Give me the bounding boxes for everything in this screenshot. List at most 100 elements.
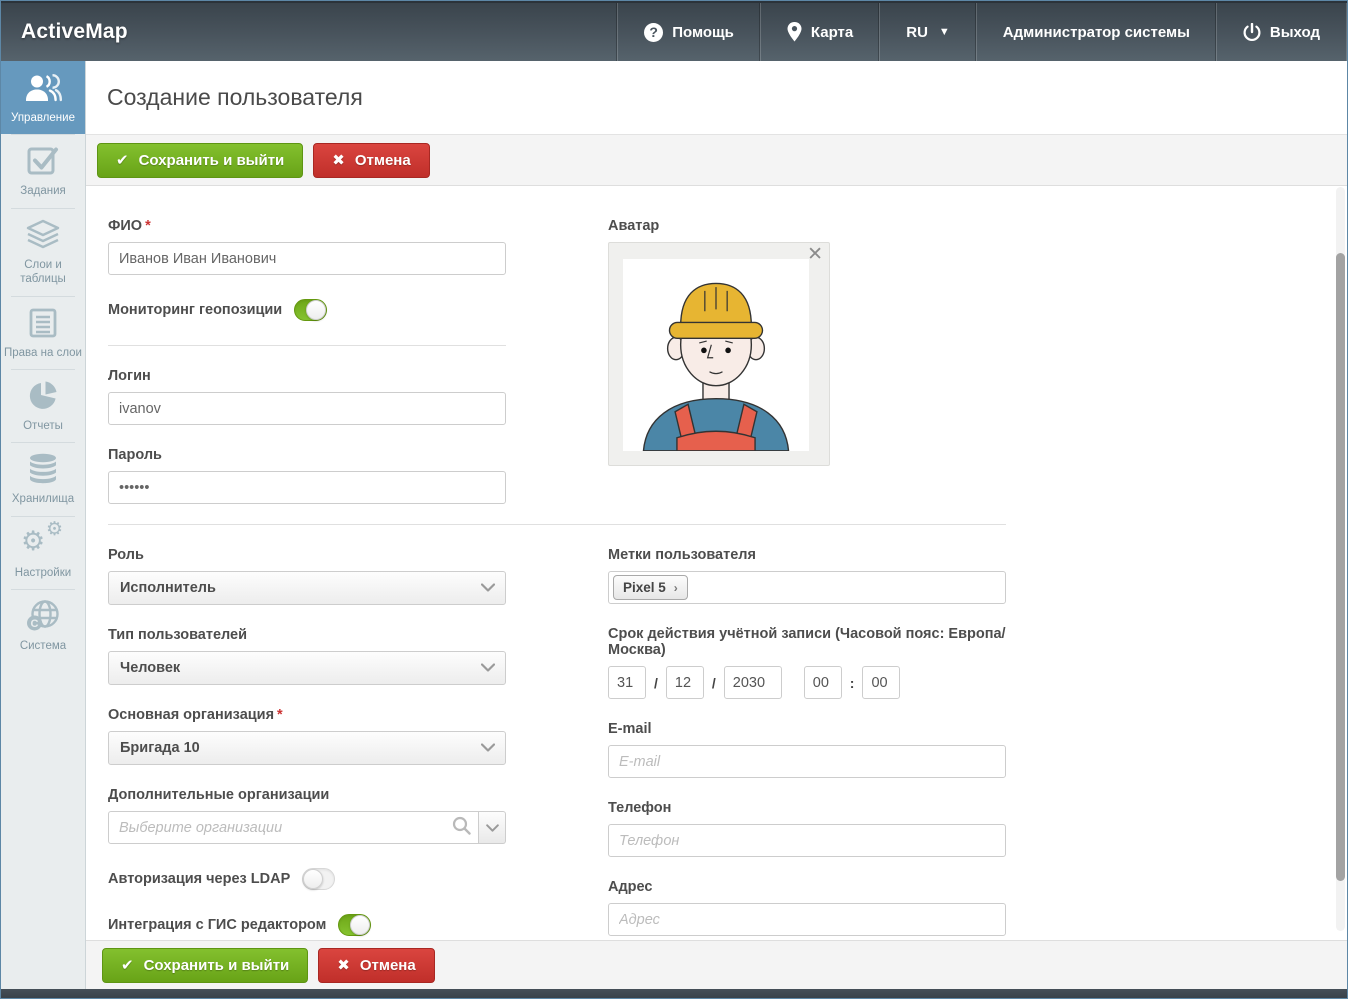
sidebar-item-storage[interactable]: Хранилища: [1, 442, 85, 515]
sidebar-item-label: Слои и таблицы: [20, 258, 66, 286]
section-divider: [108, 524, 1006, 525]
geo-monitoring-toggle[interactable]: [294, 299, 328, 321]
nav-help[interactable]: ? Помощь: [617, 3, 760, 61]
globe-icon: C: [25, 599, 61, 633]
gis-integration-toggle[interactable]: [338, 914, 372, 936]
cancel-button-bottom[interactable]: ✖ Отмена: [318, 947, 435, 983]
map-pin-icon: [787, 22, 802, 42]
gears-icon: ⚙ ⚙: [21, 518, 63, 556]
help-icon: ?: [644, 22, 664, 42]
phone-input[interactable]: [608, 824, 1006, 857]
layers-icon: [25, 218, 61, 252]
document-lines-icon: [27, 306, 59, 340]
login-label: Логин: [108, 368, 151, 384]
role-label: Роль: [108, 547, 144, 563]
tag-chip[interactable]: Pixel 5 ›: [613, 575, 688, 600]
phone-label: Телефон: [608, 800, 672, 816]
sidebar-item-reports[interactable]: Отчеты: [1, 368, 85, 442]
login-input[interactable]: [108, 392, 506, 425]
task-check-icon: [26, 144, 60, 178]
user-tags-field[interactable]: Pixel 5 ›: [608, 571, 1006, 604]
fio-label: ФИО *: [108, 218, 151, 234]
chevron-down-icon: [480, 740, 496, 756]
gis-integration-label: Интеграция с ГИС редактором: [108, 917, 327, 933]
sidebar-item-label: Права на слои: [4, 346, 82, 359]
sidebar: Управление Задания Слои и таблицы Права …: [1, 61, 86, 991]
sidebar-item-tasks[interactable]: Задания: [1, 134, 85, 207]
expiry-month-input[interactable]: [665, 666, 704, 699]
password-label: Пароль: [108, 447, 162, 463]
expiry-label: Срок действия учётной записи (Часовой по…: [608, 626, 1006, 658]
ldap-label: Авторизация через LDAP: [108, 871, 291, 887]
save-and-exit-button[interactable]: ✔ Сохранить и выйти: [97, 142, 304, 178]
power-icon: [1243, 22, 1261, 42]
expiry-date-row: / / :: [608, 666, 1006, 699]
sidebar-item-label: Задания: [20, 185, 66, 198]
pie-chart-icon: [26, 379, 60, 413]
form-right-column-2: Метки пользователя Pixel 5 › Срок действ…: [608, 525, 1006, 936]
scrollbar-thumb[interactable]: [1336, 253, 1345, 881]
cross-icon: ✖: [332, 152, 345, 169]
address-label: Адрес: [608, 879, 653, 895]
sidebar-item-label: Хранилища: [11, 493, 75, 506]
extra-orgs-input[interactable]: [108, 811, 479, 844]
user-type-select[interactable]: Человек: [108, 651, 506, 685]
nav-logout[interactable]: Выход: [1215, 3, 1347, 61]
footer-strip: [1, 989, 1347, 998]
sidebar-item-system[interactable]: C Система: [1, 589, 85, 662]
form-left-column-2: Роль Исполнитель Тип пользователей Челов…: [108, 525, 506, 936]
extra-orgs-label: Дополнительные организации: [108, 787, 330, 803]
avatar-label: Аватар: [608, 218, 660, 234]
extra-orgs-combo: [108, 811, 506, 844]
sidebar-item-layers[interactable]: Слои и таблицы: [1, 207, 85, 296]
expiry-day-input[interactable]: [608, 666, 646, 699]
ldap-toggle[interactable]: [302, 868, 336, 890]
database-icon: [26, 452, 60, 486]
fio-input[interactable]: [108, 242, 506, 275]
expiry-year-input[interactable]: [723, 666, 782, 699]
sidebar-item-label: Управление: [11, 112, 75, 124]
user-tags-label: Метки пользователя: [608, 547, 756, 563]
sidebar-item-label: Отчеты: [23, 419, 63, 432]
expiry-minute-input[interactable]: [862, 666, 901, 699]
avatar-container: ✕: [608, 242, 830, 466]
password-input[interactable]: [108, 471, 506, 504]
chevron-down-icon: [480, 580, 496, 596]
avatar-image: [623, 259, 809, 451]
nav-current-user[interactable]: Администратор системы: [975, 3, 1216, 61]
top-toolbar: ✔ Сохранить и выйти ✖ Отмена: [86, 135, 1347, 186]
expiry-hour-input[interactable]: [803, 666, 842, 699]
users-group-icon: [24, 71, 62, 105]
main-org-select[interactable]: Бригада 10: [108, 731, 506, 765]
cross-icon: ✖: [337, 957, 350, 974]
check-icon: ✔: [121, 957, 134, 974]
left-divider: [108, 345, 506, 346]
role-select[interactable]: Исполнитель: [108, 571, 506, 605]
address-input[interactable]: [608, 903, 1006, 936]
nav-map[interactable]: Карта: [759, 3, 879, 61]
chip-arrow-icon: ›: [673, 580, 678, 595]
main-content: Создание пользователя ✔ Сохранить и выйт…: [86, 61, 1347, 989]
cancel-button[interactable]: ✖ Отмена: [313, 142, 430, 178]
email-label: E-mail: [608, 721, 652, 737]
app-logo: ActiveMap: [21, 20, 128, 43]
main-org-label: Основная организация *: [108, 707, 283, 723]
extra-orgs-dropdown-button[interactable]: [479, 811, 506, 844]
sidebar-item-label: Настройки: [14, 566, 72, 579]
save-and-exit-button-bottom[interactable]: ✔ Сохранить и выйти: [102, 947, 309, 983]
geo-monitoring-label: Мониторинг геопозиции: [108, 302, 283, 318]
page-header: Создание пользователя: [86, 61, 1347, 135]
nav-language[interactable]: RU ▼: [879, 3, 976, 61]
user-type-label: Тип пользователей: [108, 627, 248, 643]
chevron-down-icon: [480, 660, 496, 676]
sidebar-item-settings[interactable]: ⚙ ⚙ Настройки: [1, 515, 85, 589]
sidebar-item-management[interactable]: Управление: [1, 61, 85, 135]
email-input[interactable]: [608, 745, 1006, 778]
svg-text:C: C: [31, 618, 39, 630]
sidebar-item-layer-rights[interactable]: Права на слои: [1, 295, 85, 369]
user-form: ФИО* Мониторинг геопозиции Логин Пароль …: [86, 186, 1347, 936]
avatar-remove-icon[interactable]: ✕: [807, 244, 823, 265]
vertical-scrollbar[interactable]: [1336, 187, 1345, 931]
check-icon: ✔: [116, 152, 129, 169]
